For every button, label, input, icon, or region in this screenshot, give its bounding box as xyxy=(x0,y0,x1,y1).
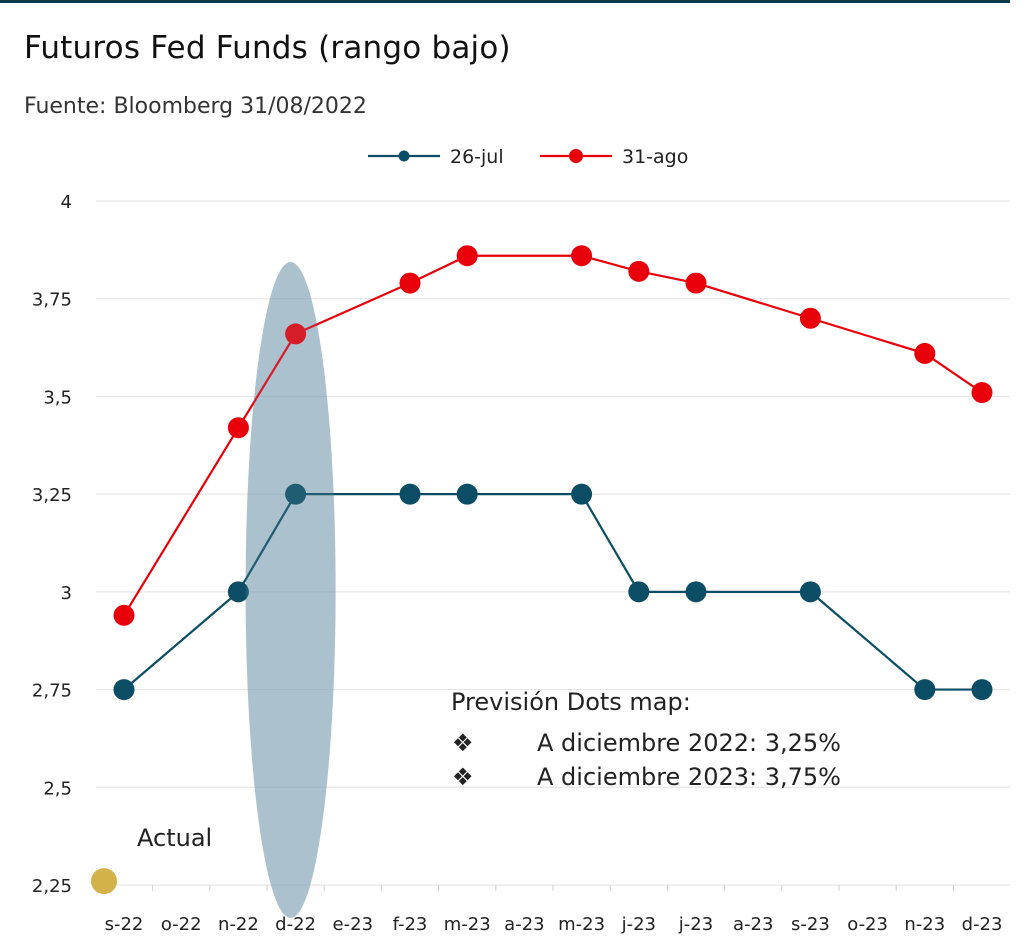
y-tick-label: 3,5 xyxy=(43,387,72,408)
y-tick-label: 4 xyxy=(61,192,72,213)
actual-label: Actual xyxy=(137,824,212,852)
data-point xyxy=(685,272,707,294)
annotation: Previsión Dots map: ❖ A diciembre 2022: 3,… xyxy=(451,688,841,791)
annotation-item: A diciembre 2022: 3,25% xyxy=(537,729,841,757)
highlight-overlay xyxy=(245,262,336,918)
highlight-ellipse-layer xyxy=(245,262,336,918)
x-tick-label: d-23 xyxy=(962,914,1003,935)
x-tick-label: d-22 xyxy=(275,914,316,935)
data-point xyxy=(399,483,421,505)
y-tick-label: 2,25 xyxy=(32,876,72,897)
y-tick-label: 2,75 xyxy=(32,681,72,702)
x-tick-label: a-23 xyxy=(733,914,773,935)
y-tick-label: 3,25 xyxy=(32,485,72,506)
annotation-bullet: ❖ xyxy=(452,763,474,791)
data-point xyxy=(628,260,650,282)
x-tick-label: o-23 xyxy=(847,914,888,935)
data-point xyxy=(571,245,593,267)
series-31-ago xyxy=(113,245,993,626)
legend-marker xyxy=(398,150,410,162)
highlight-ellipse xyxy=(245,262,336,918)
series-26-jul xyxy=(113,483,993,701)
x-tick-label: j-23 xyxy=(678,914,713,935)
x-tick-label: m-23 xyxy=(558,914,605,935)
legend-marker xyxy=(569,149,583,163)
series-layer: Actual xyxy=(91,245,993,918)
y-tick-label: 3,75 xyxy=(32,290,72,311)
y-tick-label: 3 xyxy=(61,583,72,604)
data-point xyxy=(799,307,821,329)
data-point xyxy=(456,483,478,505)
y-tick-label: 2,5 xyxy=(43,778,72,799)
data-point xyxy=(971,679,993,701)
data-point xyxy=(685,581,707,603)
x-tick-label: e-23 xyxy=(333,914,373,935)
data-point xyxy=(628,581,650,603)
data-point xyxy=(285,483,307,505)
legend: 26-jul 31-ago xyxy=(368,146,688,168)
data-point xyxy=(113,679,135,701)
chart-title: Futuros Fed Funds (rango bajo) xyxy=(24,30,511,66)
data-point xyxy=(456,245,478,267)
x-tick-label: s-22 xyxy=(105,914,144,935)
data-point xyxy=(227,581,249,603)
data-point xyxy=(399,272,421,294)
x-tick-label: s-23 xyxy=(791,914,830,935)
data-point xyxy=(571,483,593,505)
data-point xyxy=(914,342,936,364)
data-point xyxy=(285,323,307,345)
x-tick-label: o-22 xyxy=(161,914,202,935)
data-point xyxy=(799,581,821,603)
x-tick-label: a-23 xyxy=(504,914,544,935)
data-point xyxy=(971,382,993,404)
x-tick-label: n-22 xyxy=(218,914,259,935)
data-point xyxy=(113,604,135,626)
x-tick-label: f-23 xyxy=(393,914,428,935)
data-point xyxy=(227,417,249,439)
x-tick-label: m-23 xyxy=(444,914,491,935)
annotation-heading: Previsión Dots map: xyxy=(451,688,691,716)
chart-source: Fuente: Bloomberg 31/08/2022 xyxy=(24,94,367,119)
annotation-bullet: ❖ xyxy=(452,729,474,757)
legend-label: 31-ago xyxy=(622,146,688,168)
annotation-item: A diciembre 2023: 3,75% xyxy=(537,763,841,791)
y-axis: 2,25 2,5 2,75 3 3,25 3,5 3,75 4 xyxy=(32,192,72,897)
x-axis: s-22 o-22 n-22 d-22 e-23 f-23 m-23 a-23 m-23 j-23… xyxy=(105,885,1003,935)
x-tick-label: n-23 xyxy=(904,914,945,935)
legend-label: 26-jul xyxy=(450,146,504,168)
data-point xyxy=(914,679,936,701)
top-rule xyxy=(0,0,1010,3)
actual-point xyxy=(91,868,117,895)
x-tick-label: j-23 xyxy=(621,914,656,935)
